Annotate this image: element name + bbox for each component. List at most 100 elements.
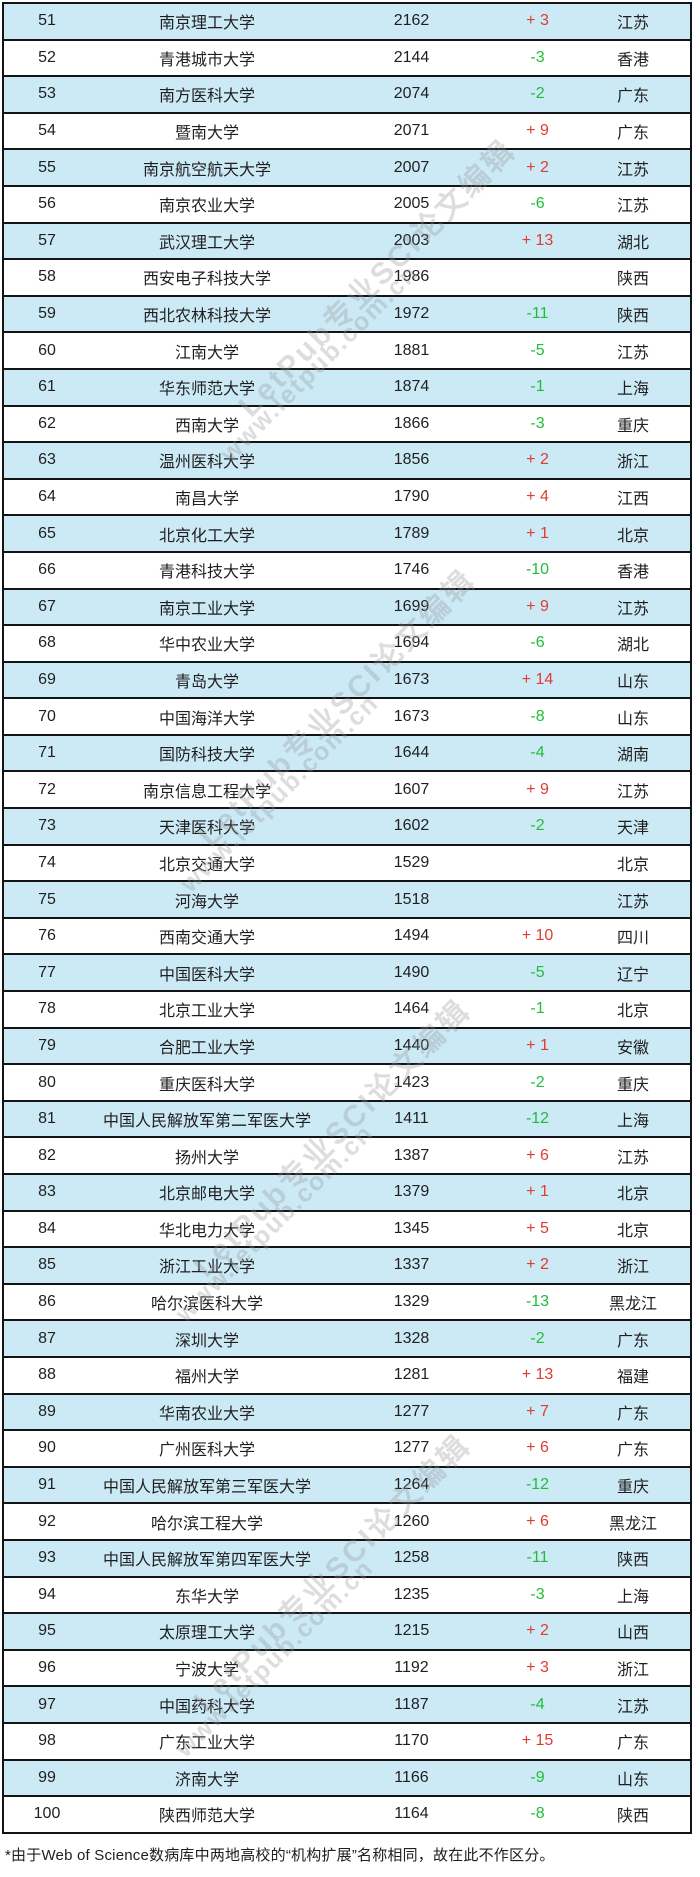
table-row: 68 华中农业大学 1694 -6 湖北 [4,626,690,663]
province-cell: 广东 [616,1735,649,1753]
rank-cell: 66 [38,561,56,579]
publication-count-cell: 1644 [393,744,430,762]
table-row: 71 国防科技大学 1644 -4 湖南 [4,735,690,773]
rank-cell: 85 [38,1256,56,1274]
rank-change-cell: -12 [525,1476,550,1494]
university-name-cell: 青港城市大学 [158,51,255,69]
table-row: 74 北京交通大学 1529 北京 [4,845,690,883]
table-row: 90 广州医科大学 1277 + 6 广东 [4,1431,690,1468]
province-cell: 天津 [616,820,649,838]
province-cell: 江苏 [616,1698,649,1716]
province-cell: 江苏 [616,15,649,33]
rank-cell: 70 [38,707,56,725]
rank-cell: 90 [38,1439,56,1457]
rank-cell: 86 [38,1293,56,1311]
rank-change-cell: + 1 [526,524,549,542]
table-row: 79 合肥工业大学 1440 + 1 安徽 [4,1028,690,1066]
table-row: 66 青港科技大学 1746 -10 香港 [4,552,690,590]
table-row: 87 深圳大学 1328 -2 广东 [4,1321,690,1358]
university-name-cell: 青岛大学 [174,673,239,691]
table-row: 83 北京邮电大学 1379 + 1 北京 [4,1175,690,1212]
university-name-cell: 华东师范大学 [158,381,255,399]
publication-count-cell: 1164 [394,1805,429,1823]
table-row: 55 南京航空航天大学 2007 + 2 江苏 [4,150,690,187]
university-name-cell: 北京交通大学 [158,856,255,874]
table-row: 86 哈尔滨医科大学 1329 -13 黑龙江 [4,1284,690,1322]
table-row: 56 南京农业大学 2005 -6 江苏 [4,186,690,224]
publication-count-cell: 1187 [394,1695,429,1713]
publication-count-cell: 1328 [393,1329,430,1347]
table-row: 80 重庆医科大学 1423 -2 重庆 [4,1065,690,1102]
table-row: 51 南京理工大学 2162 + 3 江苏 [4,4,690,41]
table-row: 95 太原理工大学 1215 + 2 山西 [4,1614,690,1651]
footnote: *由于Web of Science数病库中两地高校的“机构扩展”名称相同，故在此… [5,1847,555,1864]
publication-count-cell: 1411 [394,1110,429,1128]
province-cell: 湖南 [616,747,649,765]
rank-cell: 65 [38,524,56,542]
table-row: 91 中国人民解放军第三军医大学 1264 -12 重庆 [4,1467,690,1505]
province-cell: 香港 [616,564,649,582]
publication-count-cell: 1607 [393,780,430,798]
rank-cell: 71 [38,744,56,762]
rank-change-cell: + 3 [526,12,549,30]
rank-cell: 82 [38,1146,56,1164]
table-row: 63 温州医科大学 1856 + 2 浙江 [4,443,690,480]
table-row: 59 西北农林科技大学 1972 -11 陕西 [4,296,690,334]
publication-count-cell: 1235 [393,1585,430,1603]
rank-change-cell: -1 [530,378,545,396]
province-cell: 四川 [616,930,649,948]
province-cell: 北京 [616,856,649,874]
rank-cell: 96 [38,1659,56,1677]
rank-cell: 88 [38,1366,56,1384]
province-cell: 浙江 [616,1259,649,1277]
province-cell: 江苏 [616,344,649,362]
publication-count-cell: 1866 [393,414,430,432]
university-name-cell: 南京信息工程大学 [142,783,271,801]
province-cell: 上海 [616,1113,649,1131]
rank-cell: 72 [38,780,56,798]
rank-change-cell: + 5 [526,1219,549,1237]
rank-change-cell: -5 [530,963,545,981]
publication-count-cell: 1529 [393,853,430,871]
rank-cell: 81 [38,1110,56,1128]
publication-count-cell: 1673 [393,670,430,688]
publication-count-cell: 1440 [393,1036,430,1054]
university-name-cell: 太原理工大学 [158,1625,255,1643]
rank-change-cell: -12 [525,1110,550,1128]
university-name-cell: 华北电力大学 [158,1222,255,1240]
rank-change-cell: + 9 [526,122,549,140]
province-cell: 山东 [616,1771,649,1789]
rank-change-cell: + 2 [526,451,549,469]
rank-change-cell: + 7 [526,1402,549,1420]
publication-count-cell: 1264 [393,1476,430,1494]
university-name-cell: 重庆医科大学 [158,1076,255,1094]
university-name-cell: 深圳大学 [174,1332,239,1350]
table-row: 65 北京化工大学 1789 + 1 北京 [4,516,690,553]
publication-count-cell: 2162 [393,12,430,30]
rank-cell: 67 [38,597,56,615]
rank-cell: 56 [38,195,56,213]
rank-cell: 92 [38,1512,56,1530]
university-name-cell: 南京农业大学 [158,198,255,216]
rank-cell: 83 [38,1183,56,1201]
province-cell: 浙江 [616,454,649,472]
province-cell: 陕西 [616,271,649,289]
rank-cell: 69 [38,670,56,688]
publication-count-cell: 1699 [393,597,430,615]
rank-change-cell: -1 [530,1000,545,1018]
rank-change-cell: -2 [530,1073,545,1091]
rank-cell: 100 [33,1805,61,1823]
rank-change-cell: + 6 [526,1439,549,1457]
rank-cell: 61 [38,378,56,396]
rank-cell: 91 [38,1476,56,1494]
publication-count-cell: 2003 [393,231,430,249]
table-row: 52 青港城市大学 2144 -3 香港 [4,40,690,78]
rank-change-cell: + 3 [526,1659,549,1677]
rank-cell: 76 [38,927,56,945]
province-cell: 北京 [616,1186,649,1204]
university-name-cell: 南京理工大学 [158,15,255,33]
rank-cell: 78 [38,1000,56,1018]
university-name-cell: 北京邮电大学 [158,1186,255,1204]
table-row: 100 陕西师范大学 1164 -8 陕西 [4,1797,690,1832]
table-row: 54 暨南大学 2071 + 9 广东 [4,113,690,151]
